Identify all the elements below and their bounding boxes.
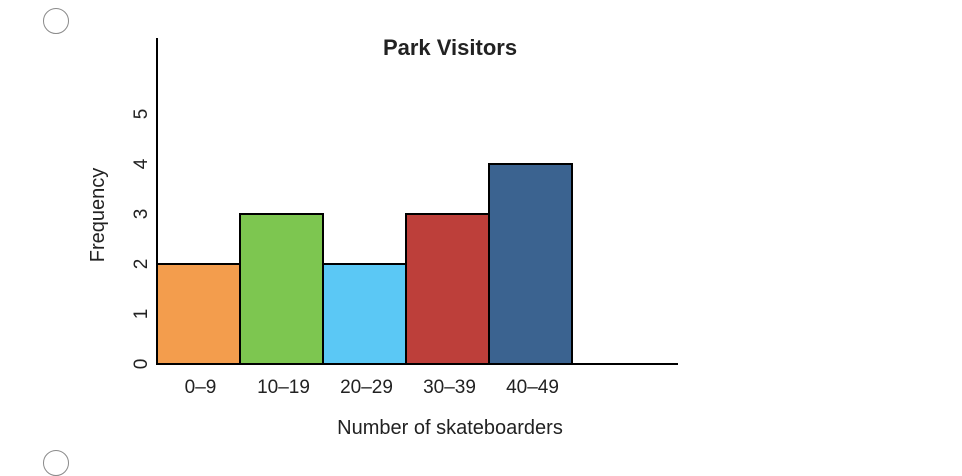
y-tick-label: 3 xyxy=(131,209,152,220)
y-tick-label: 2 xyxy=(131,259,152,270)
y-tick-labels: 0 1 2 3 4 5 xyxy=(131,109,152,370)
y-tick-label: 5 xyxy=(131,109,152,120)
x-tick-label: 0–9 xyxy=(185,377,217,398)
x-tick-label: 10–19 xyxy=(257,377,310,398)
x-tick-label: 40–49 xyxy=(506,377,559,398)
bar-5 xyxy=(488,163,573,365)
bars-layer xyxy=(156,163,573,365)
chart-title: Park Visitors xyxy=(383,35,517,60)
x-tick-label: 20–29 xyxy=(340,377,393,398)
x-tick-label: 30–39 xyxy=(423,377,476,398)
y-axis-title: Frequency xyxy=(87,168,109,263)
y-tick-label: 1 xyxy=(131,309,152,320)
bar-4 xyxy=(405,213,490,365)
answer-option-radio[interactable] xyxy=(43,8,69,34)
bar-2 xyxy=(239,213,324,365)
chart-svg: Park Visitors 0 1 2 3 4 5 0–9 10–19 20–29 30–39 4… xyxy=(87,35,678,439)
y-tick-label: 4 xyxy=(131,158,152,169)
x-axis-title: Number of skateboarders xyxy=(337,417,563,439)
bar-1 xyxy=(156,263,241,365)
bar-3 xyxy=(322,263,407,365)
y-tick-label: 0 xyxy=(131,359,152,370)
x-tick-labels: 0–9 10–19 20–29 30–39 40–49 xyxy=(185,377,559,398)
